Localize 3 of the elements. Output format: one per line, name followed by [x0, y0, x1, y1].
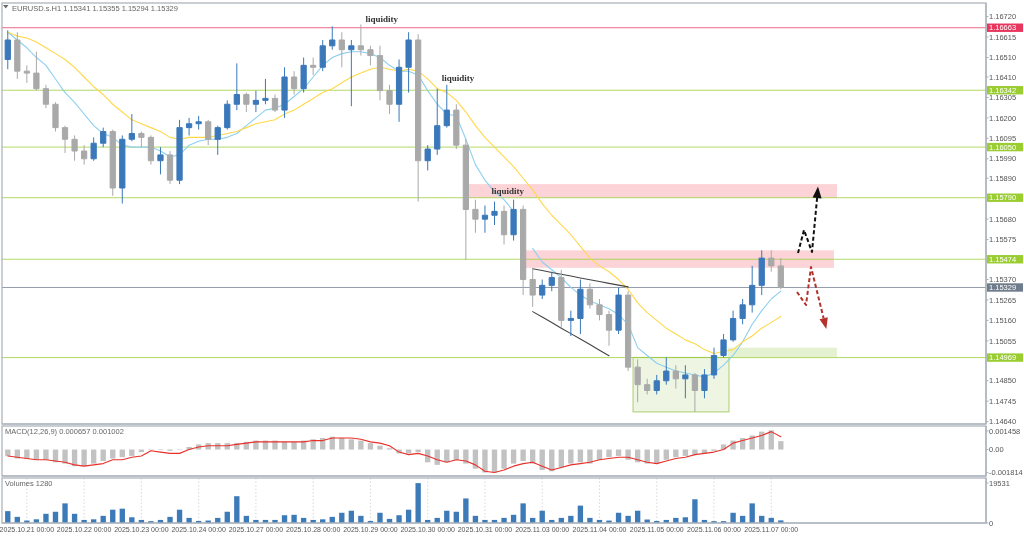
- annotation: liquidity: [491, 186, 525, 197]
- annotation: liquidity: [365, 14, 399, 24]
- annotation: liquidity: [441, 72, 475, 83]
